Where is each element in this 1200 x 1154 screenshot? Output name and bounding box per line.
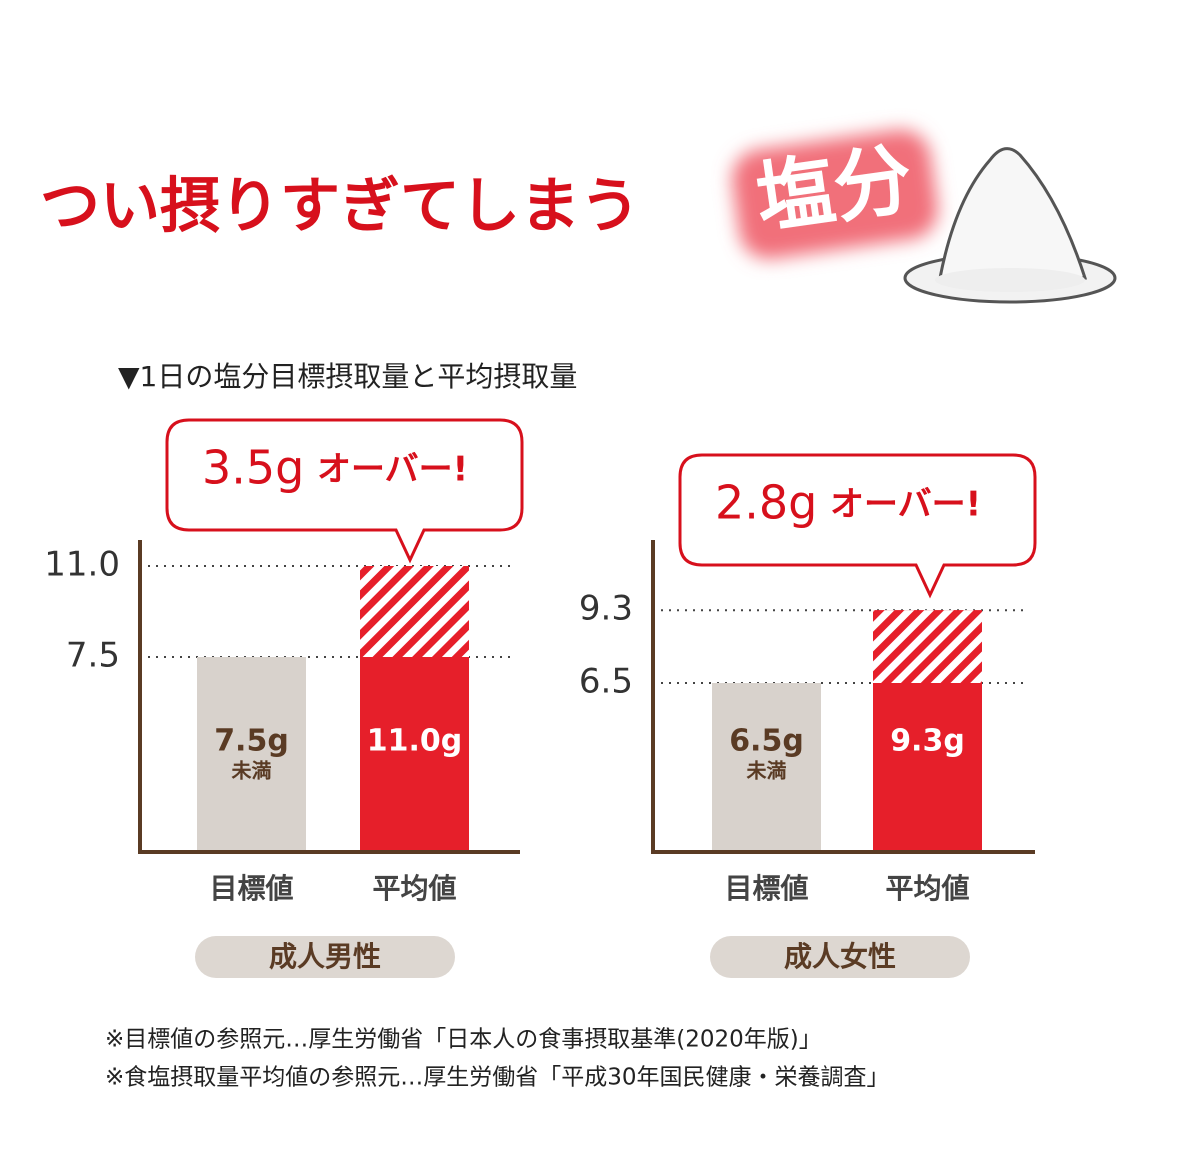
badge-glow xyxy=(732,129,938,259)
badge-group: 塩分 xyxy=(732,129,938,259)
value-sublabel: 未満 xyxy=(747,759,787,783)
axis xyxy=(651,540,1035,854)
value-label: 11.0g xyxy=(367,724,463,759)
note: ※目標値の参照元…厚生労働省「日本人の食事摂取基準(2020年版)」 xyxy=(105,1027,822,1053)
salt-illustration xyxy=(903,147,1117,304)
x-tick-label: 平均値 xyxy=(885,872,969,905)
x-tick-label: 平均値 xyxy=(372,872,456,905)
callout-text: オーバー! xyxy=(317,450,468,490)
callout-value: 2.8g xyxy=(715,476,817,530)
value-sublabel: 未満 xyxy=(232,759,272,783)
badge: 塩分 xyxy=(751,134,918,245)
group-pill xyxy=(710,936,970,978)
group-label: 成人女性 xyxy=(784,940,896,973)
y-tick-label: 11.0 xyxy=(44,545,120,585)
bar xyxy=(197,657,306,852)
callout xyxy=(678,453,1037,599)
axis xyxy=(138,540,520,854)
x-tick-label: 目標値 xyxy=(209,872,293,905)
group-pill xyxy=(195,936,455,978)
note: ※食塩摂取量平均値の参照元…厚生労働省「平成30年国民健康・栄養調査」 xyxy=(105,1065,890,1091)
callout-text: オーバー! xyxy=(830,485,981,525)
callout xyxy=(165,418,524,564)
excess-segment xyxy=(360,566,469,657)
y-tick-label: 6.5 xyxy=(579,662,633,702)
y-tick-label: 9.3 xyxy=(579,589,633,629)
value-label: 9.3g xyxy=(890,724,965,759)
bar xyxy=(712,683,821,852)
value-label: 7.5g xyxy=(214,724,289,759)
headline: つい摂りすぎてしまう xyxy=(40,172,640,242)
value-label: 6.5g xyxy=(729,724,804,759)
subtitle: ▼1日の塩分目標摂取量と平均摂取量 xyxy=(118,360,577,393)
y-tick-label: 7.5 xyxy=(66,636,120,676)
callout-value: 3.5g xyxy=(202,441,304,495)
excess-segment xyxy=(873,610,982,683)
group-label: 成人男性 xyxy=(269,940,381,973)
x-tick-label: 目標値 xyxy=(724,872,808,905)
